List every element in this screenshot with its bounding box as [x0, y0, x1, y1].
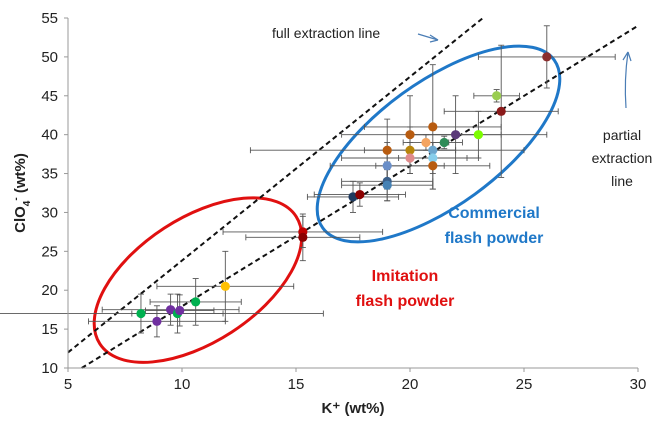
data-point-21: [298, 232, 308, 242]
x-tick-label-4: 25: [516, 376, 533, 393]
group-ellipses: [92, 44, 562, 364]
extraction-line-0: [67, 17, 484, 354]
y-axis-title-sup: -: [11, 197, 22, 200]
annotation-partial-extraction-2: line: [611, 173, 633, 189]
x-tick-label-0: 5: [64, 376, 72, 393]
data-point-17: [382, 180, 392, 190]
y-tick-label-5: 35: [41, 166, 58, 183]
annotation-arrow-partial: [624, 51, 629, 109]
tick-labels: 5 10 15 20 25 30 10 15 20 25 30 35 40 45 50 55: [41, 10, 646, 393]
data-point-24: [136, 308, 146, 319]
y-axis-title-main: ClO: [12, 206, 29, 233]
data-point-2: [496, 106, 506, 116]
annotation-full-extraction: full extraction line: [272, 25, 380, 41]
data-point-7: [382, 145, 392, 155]
annotation-partial-extraction-0: partial: [603, 127, 641, 143]
data-point-4: [405, 130, 415, 140]
group-label-1-1: flash powder: [356, 293, 455, 310]
data-point-11: [405, 153, 415, 163]
y-tick-label-3: 25: [41, 243, 58, 260]
annotation-arrow-full: [417, 33, 439, 41]
y-axis-title-tail: (wt%): [12, 153, 29, 197]
data-point-12: [428, 153, 438, 163]
x-tick-label-5: 30: [630, 376, 647, 393]
group-label-0-0: Commercial: [448, 205, 540, 222]
data-point-19: [355, 189, 365, 200]
data-point-22: [220, 281, 230, 291]
group-ellipse-1: [92, 196, 304, 364]
x-tick-label-2: 15: [288, 376, 305, 393]
data-point-15: [439, 137, 449, 148]
y-tick-label-0: 10: [41, 360, 58, 377]
y-tick-label-7: 45: [41, 88, 58, 105]
data-point-8: [405, 145, 415, 155]
annotations: [417, 33, 632, 109]
group-label-1-0: Imitation: [372, 268, 439, 285]
y-axis-title: ClO4- (wt%): [11, 153, 33, 233]
y-tick-label-6: 40: [41, 127, 58, 144]
y-tick-label-9: 55: [41, 10, 58, 27]
data-point-28: [152, 316, 162, 326]
data-point-13: [382, 161, 392, 171]
data-point-6: [473, 130, 483, 140]
data-point-14: [428, 161, 438, 171]
axes: [64, 17, 639, 372]
data-points: [136, 52, 552, 326]
y-axis-title-sub: 4: [22, 200, 33, 206]
group-ellipse-0: [315, 44, 562, 244]
data-point-1: [492, 91, 502, 101]
x-axis-title: K⁺ (wt%): [322, 400, 385, 417]
group-label-0-1: flash powder: [445, 230, 544, 247]
data-point-9: [421, 137, 431, 148]
data-point-25: [166, 305, 176, 315]
chart-text: K⁺ (wt%) ClO4- (wt%) full extraction line p…: [11, 25, 652, 417]
annotation-arrow-full-head: [429, 34, 439, 43]
annotation-arrow-partial-head: [622, 51, 632, 62]
data-point-27: [175, 305, 185, 316]
data-point-5: [451, 130, 461, 140]
y-tick-label-2: 20: [41, 282, 58, 299]
data-point-10: [428, 145, 438, 155]
data-point-23: [191, 297, 201, 307]
x-tick-label-3: 20: [402, 376, 419, 393]
x-tick-label-1: 10: [174, 376, 191, 393]
y-tick-label-1: 15: [41, 321, 58, 338]
y-tick-label-4: 30: [41, 204, 58, 221]
y-tick-label-8: 50: [41, 49, 58, 66]
error-bars: [0, 25, 616, 338]
data-point-0: [542, 52, 552, 62]
annotation-partial-extraction-1: extraction: [592, 150, 653, 166]
data-point-3: [428, 122, 438, 132]
